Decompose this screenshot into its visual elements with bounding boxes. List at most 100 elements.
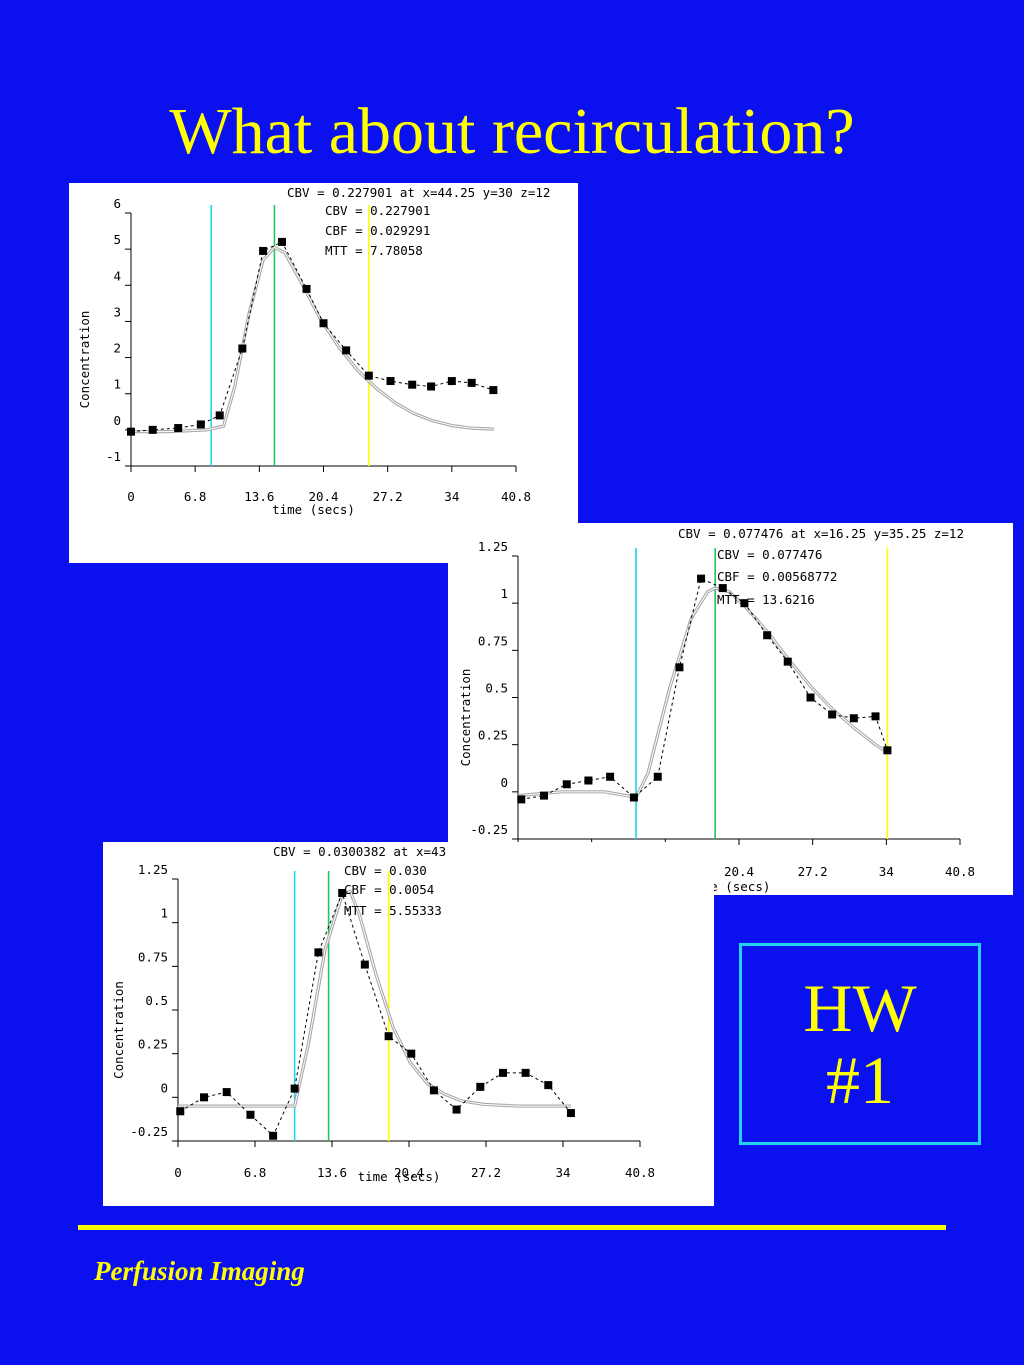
data-point <box>467 378 476 387</box>
y-tick-label: 1.25 <box>478 539 508 554</box>
y-tick-label: 0 <box>500 775 508 790</box>
data-point <box>544 1081 553 1090</box>
data-point <box>740 599 749 608</box>
data-point <box>238 344 247 353</box>
data-point <box>489 386 498 395</box>
data-point <box>883 746 892 755</box>
x-tick-label: 40.8 <box>501 489 531 504</box>
data-point <box>871 712 880 721</box>
data-point <box>364 371 373 380</box>
data-point <box>447 377 456 386</box>
x-tick-label: 27.2 <box>373 489 403 504</box>
data-point <box>386 377 395 386</box>
data-point <box>517 795 526 804</box>
data-point <box>521 1068 530 1077</box>
chart-header-line-4: MTT = 13.6216 <box>717 592 815 607</box>
data-point <box>408 380 417 389</box>
y-tick-label: -0.25 <box>470 822 508 837</box>
footer-text: Perfusion Imaging <box>94 1256 305 1286</box>
data-point <box>176 1107 185 1116</box>
chart-panel-3: -0.25 0 0.25 0.5 0.75 1 1.25 0 6.8 13.6 20.4 27.2 34… <box>103 842 714 1206</box>
data-point <box>174 424 183 433</box>
data-point <box>360 960 369 969</box>
data-point <box>763 631 772 640</box>
y-tick-label: 0.75 <box>478 633 508 648</box>
y-axis-label: Concentration <box>77 311 92 409</box>
homework-label: HW <box>803 970 917 1046</box>
chart-header-line-2: CBV = 0.077476 <box>717 547 822 562</box>
fit-curve <box>517 586 889 800</box>
y-tick-label: -0.25 <box>130 1124 168 1139</box>
footer-rule <box>78 1225 946 1230</box>
chart-header-line-3: CBF = 0.00568772 <box>717 569 837 584</box>
y-tick-label: 0.25 <box>478 728 508 743</box>
measured-line <box>180 891 572 1137</box>
data-point <box>427 382 436 391</box>
y-tick-label: 3 <box>113 304 121 319</box>
x-tick-label: 20.4 <box>724 864 754 879</box>
y-tick-label: 0 <box>113 413 121 428</box>
x-tick-label: 40.8 <box>625 1165 655 1180</box>
data-point <box>675 663 684 672</box>
y-tick-label: 1 <box>113 377 121 392</box>
homework-number: #1 <box>826 1042 894 1118</box>
data-point <box>259 246 268 255</box>
data-point <box>653 772 662 781</box>
data-point <box>222 1088 231 1097</box>
data-point <box>290 1084 299 1093</box>
data-point <box>783 657 792 666</box>
chart-header-line-3: CBF = 0.029291 <box>325 223 430 238</box>
chart-header-line-2: CBV = 0.227901 <box>325 203 430 218</box>
data-point <box>452 1105 461 1114</box>
chart-header-line-4: MTT = 5.55333 <box>344 903 442 918</box>
data-point <box>606 772 615 781</box>
x-tick-label: 13.6 <box>317 1165 347 1180</box>
chart-header-line-1: CBV = 0.227901 at x=44.25 y=30 z=12 <box>287 185 550 200</box>
data-point <box>127 427 135 436</box>
y-tick-label: 0.5 <box>145 993 168 1008</box>
homework-box: HW #1 <box>739 943 981 1145</box>
fit-curve-inner <box>178 890 571 1107</box>
y-tick-label: 1 <box>500 586 508 601</box>
data-point <box>196 420 205 429</box>
data-point <box>200 1093 209 1102</box>
x-tick-label: 27.2 <box>798 864 828 879</box>
x-tick-label: 0 <box>174 1165 182 1180</box>
chart-header-line-3: CBF = 0.0054 <box>344 882 434 897</box>
data-point <box>828 710 837 719</box>
y-tick-label: 1 <box>160 906 168 921</box>
fit-curve-inner <box>517 587 888 798</box>
x-tick-label: 20.4 <box>394 1165 424 1180</box>
y-tick-label: -1 <box>106 449 121 464</box>
data-point <box>384 1032 393 1041</box>
data-point <box>562 780 571 789</box>
y-tick-label: 6 <box>113 196 121 211</box>
data-point <box>319 319 328 328</box>
chart-panel-2: -0.2500.250.50.7511.2506.813.620.427.234… <box>448 523 1013 895</box>
x-axis-label: time (secs) <box>272 502 355 517</box>
data-point <box>148 425 157 434</box>
data-point <box>269 1131 278 1140</box>
x-tick-label: 27.2 <box>471 1165 501 1180</box>
x-tick-label: 13.6 <box>244 489 274 504</box>
x-tick-label: 0 <box>127 489 135 504</box>
data-point <box>584 776 593 785</box>
fit-curve <box>178 889 571 1108</box>
data-point <box>718 584 727 593</box>
x-tick-label: 34 <box>879 864 894 879</box>
x-tick-label: 34 <box>555 1165 570 1180</box>
y-tick-label: 2 <box>113 341 121 356</box>
data-point <box>429 1086 438 1095</box>
data-point <box>566 1109 575 1118</box>
data-point <box>342 346 351 355</box>
data-point <box>314 948 323 957</box>
x-axis-label: time (secs) <box>358 1169 441 1184</box>
measured-line <box>521 577 888 800</box>
chart-svg-2: -0.2500.250.50.7511.2506.813.620.427.234… <box>458 526 975 894</box>
chart-header-line-4: MTT = 7.78058 <box>325 243 423 258</box>
data-point <box>302 284 311 293</box>
x-tick-label: 40.8 <box>945 864 975 879</box>
fit-curve-inner <box>131 246 495 433</box>
y-tick-label: 5 <box>113 232 121 247</box>
